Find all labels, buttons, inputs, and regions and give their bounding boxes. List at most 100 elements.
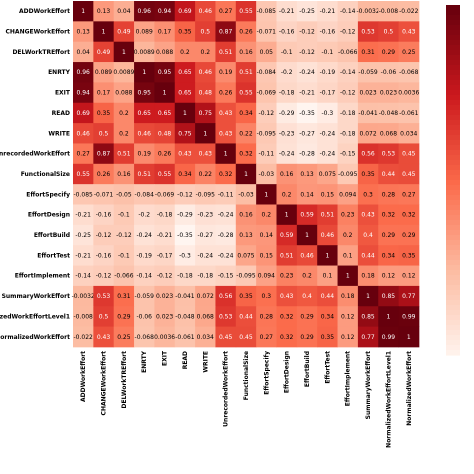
colorbar-segment — [446, 130, 460, 136]
heatmap-cell — [317, 163, 338, 185]
colorbar-segment — [446, 180, 460, 186]
heatmap-cell — [337, 204, 359, 226]
cell-value-label: 0.075 — [237, 252, 254, 259]
cell-value-label: -0.14 — [136, 273, 152, 280]
cell-value-label: -0.27 — [299, 130, 315, 137]
heatmap-cell — [215, 41, 237, 63]
cell-value-label: 0.55 — [239, 8, 253, 15]
heatmap-cell — [215, 102, 237, 124]
row-label: FunctionalSize — [21, 171, 70, 178]
heatmap-cell — [357, 245, 379, 266]
cell-value-label: 0.1 — [323, 273, 333, 280]
cell-value-label: 0.17 — [97, 90, 111, 97]
cell-value-label: -0.095 — [236, 273, 256, 280]
heatmap-cell — [93, 1, 115, 22]
heatmap-cell — [113, 1, 135, 22]
colorbar-segment — [446, 115, 460, 121]
heatmap-cell — [215, 204, 237, 226]
heatmap-cell — [296, 245, 318, 266]
cell-value-label: 0.32 — [280, 334, 294, 341]
cell-value-label: 0.85 — [382, 293, 396, 300]
cell-value-label: 0.22 — [199, 171, 213, 178]
cell-value-label: 0.5 — [99, 130, 109, 137]
heatmap-cell — [296, 204, 318, 226]
heatmap-cell — [113, 245, 135, 266]
heatmap-cell — [317, 82, 338, 104]
cell-value-label: 0.12 — [341, 313, 355, 320]
heatmap-cell — [317, 143, 338, 165]
cell-value-label: 0.2 — [180, 49, 190, 56]
colorbar-segment — [446, 220, 460, 226]
cell-value-label: -0.11 — [218, 191, 234, 198]
cell-value-label: -0.071 — [94, 191, 114, 198]
cell-value-label: 0.35 — [321, 334, 335, 341]
cell-value-label: 0.55 — [158, 171, 172, 178]
cell-value-label: 0.35 — [239, 293, 253, 300]
heatmap-cell — [378, 102, 399, 124]
colorbar-segment — [446, 325, 460, 331]
heatmap-cell — [398, 224, 420, 246]
cell-value-label: -0.24 — [299, 69, 315, 76]
cell-value-label: 0.87 — [219, 29, 233, 36]
heatmap-cell — [357, 163, 379, 185]
heatmap-cell — [256, 82, 277, 104]
heatmap-cell — [378, 163, 399, 185]
heatmap-cell — [134, 21, 155, 43]
cell-value-label: 0.13 — [97, 8, 111, 15]
heatmap-cell — [154, 184, 176, 205]
colorbar-segment — [446, 260, 460, 266]
row-label: EffortDesign — [28, 212, 70, 219]
heatmap-cell — [73, 306, 94, 327]
cell-value-label: 0.2 — [282, 191, 292, 198]
heatmap-cell — [134, 204, 155, 226]
cell-value-label: -0.071 — [257, 29, 277, 36]
heatmap-cell — [134, 41, 155, 63]
heatmap-cell — [317, 224, 338, 246]
heatmap-cell — [215, 82, 237, 104]
cell-value-label: 0.18 — [341, 293, 355, 300]
cell-value-label: -0.1 — [118, 212, 130, 219]
cell-value-label: 0.14 — [300, 191, 314, 198]
row-label: nrecordedWorkEffort — [0, 151, 70, 158]
heatmap-cell — [235, 1, 257, 22]
colorbar-segment — [446, 85, 460, 91]
heatmap-cell — [154, 245, 176, 266]
cell-value-label: -0.06 — [136, 313, 152, 320]
cell-value-label: -0.03 — [259, 171, 275, 178]
heatmap-cell — [134, 163, 155, 185]
row-label: ADDWorkEffort — [19, 8, 70, 15]
heatmap-cell — [317, 184, 338, 205]
cell-value-label: 0.43 — [97, 334, 111, 341]
colorbar-segment — [446, 215, 460, 221]
cell-value-label: -0.28 — [299, 151, 315, 158]
colorbar-segment — [446, 100, 460, 106]
cell-value-label: -0.1 — [118, 252, 130, 259]
cell-value-label: -0.12 — [340, 90, 356, 97]
heatmap-cell — [296, 1, 318, 22]
cell-value-label: -0.069 — [155, 191, 175, 198]
cell-value-label: 1 — [325, 252, 329, 259]
heatmap-cell — [235, 265, 257, 287]
heatmap-cell — [174, 1, 196, 22]
heatmap-cell — [93, 306, 115, 327]
cell-value-label: 0.31 — [117, 293, 131, 300]
cell-value-label: -0.24 — [218, 252, 234, 259]
heatmap-cell — [398, 245, 420, 266]
cell-value-label: 0.16 — [117, 171, 131, 178]
cell-value-label: 1 — [81, 8, 85, 15]
heatmap-cell — [296, 82, 318, 104]
heatmap-cell — [296, 224, 318, 246]
cell-value-label: 0.45 — [402, 171, 416, 178]
colorbar-segment — [446, 225, 460, 231]
heatmap-cell — [73, 285, 94, 307]
cell-value-label: 0.53 — [97, 293, 111, 300]
cell-value-label: 1 — [346, 273, 350, 280]
cell-value-label: -0.27 — [198, 232, 214, 239]
cell-value-label: -0.03 — [238, 191, 254, 198]
heatmap-cell — [256, 184, 277, 205]
cell-value-label: -0.16 — [279, 29, 295, 36]
cell-value-label: 0.56 — [219, 293, 233, 300]
cell-value-label: -0.24 — [218, 212, 234, 219]
heatmap-cell — [134, 306, 155, 327]
heatmap-cell — [174, 285, 196, 307]
